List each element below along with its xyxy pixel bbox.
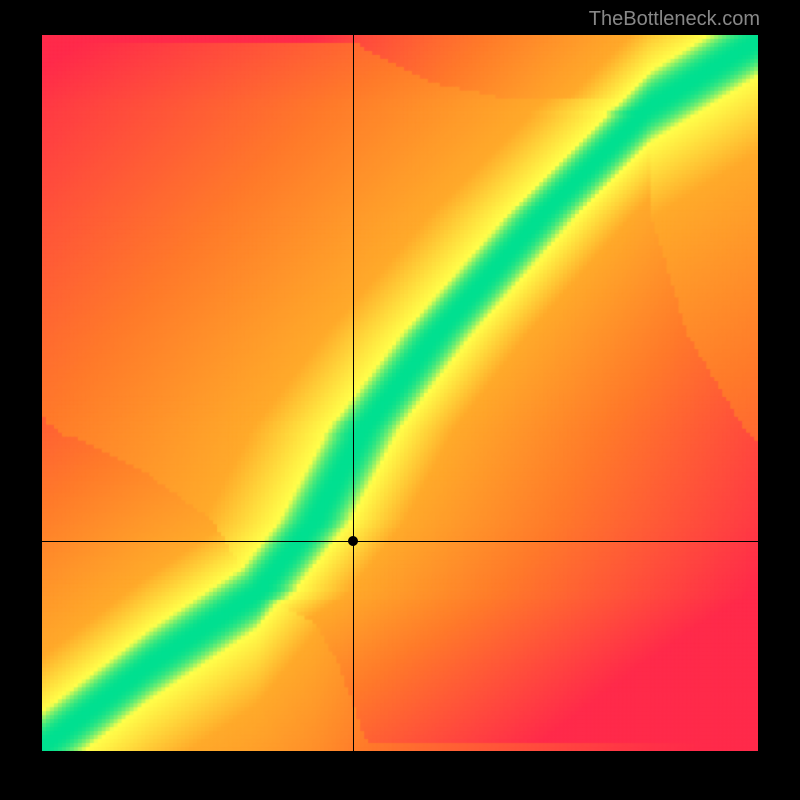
heatmap-chart — [42, 35, 758, 751]
crosshair-horizontal — [42, 541, 758, 542]
heatmap-canvas — [42, 35, 758, 751]
marker-point — [348, 536, 358, 546]
watermark-text: TheBottleneck.com — [589, 8, 760, 31]
crosshair-vertical — [353, 35, 354, 751]
